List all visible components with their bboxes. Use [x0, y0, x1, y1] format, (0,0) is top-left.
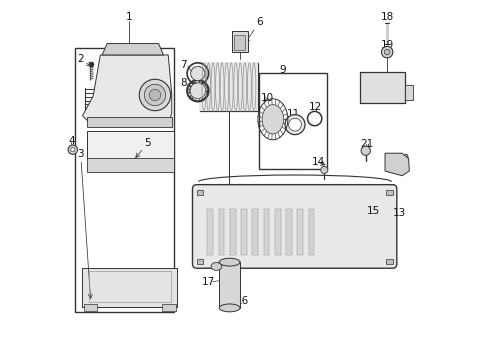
Bar	[234, 35, 245, 50]
Text: 7: 7	[180, 60, 187, 70]
Bar	[87, 117, 172, 127]
Ellipse shape	[220, 304, 240, 312]
Circle shape	[190, 83, 206, 99]
Bar	[309, 209, 314, 255]
Bar	[82, 267, 177, 307]
Text: 2: 2	[77, 54, 91, 66]
Polygon shape	[82, 55, 172, 126]
Bar	[89, 271, 172, 302]
Circle shape	[191, 66, 205, 81]
Text: 4: 4	[68, 136, 74, 146]
Bar	[87, 131, 173, 159]
Text: 9: 9	[279, 65, 286, 75]
Circle shape	[381, 46, 393, 58]
Bar	[87, 158, 173, 172]
Ellipse shape	[262, 105, 284, 134]
Text: 20: 20	[396, 154, 410, 163]
Bar	[405, 85, 413, 100]
Bar	[297, 209, 303, 255]
Text: 17: 17	[201, 277, 215, 287]
Text: 1: 1	[125, 13, 132, 22]
Bar	[360, 72, 405, 103]
Bar	[230, 209, 236, 255]
Bar	[386, 190, 392, 195]
Text: 15: 15	[367, 206, 380, 216]
Circle shape	[71, 148, 75, 152]
Bar	[197, 190, 203, 195]
Bar	[75, 48, 173, 312]
Text: 14: 14	[312, 157, 325, 167]
Circle shape	[139, 79, 171, 111]
Bar	[386, 258, 392, 264]
Bar	[275, 209, 281, 255]
Text: 3: 3	[77, 149, 92, 298]
Ellipse shape	[220, 258, 240, 266]
Text: 12: 12	[309, 102, 322, 112]
Circle shape	[361, 146, 370, 156]
Circle shape	[149, 89, 161, 101]
Bar	[197, 258, 203, 264]
Bar	[207, 209, 213, 255]
Bar	[252, 209, 258, 255]
Circle shape	[285, 114, 305, 135]
Bar	[220, 262, 240, 308]
Text: 13: 13	[392, 208, 406, 218]
Ellipse shape	[211, 262, 222, 270]
Circle shape	[289, 118, 301, 131]
Bar	[286, 209, 292, 255]
Text: 11: 11	[287, 109, 300, 132]
Text: 8: 8	[180, 78, 187, 88]
Text: 16: 16	[236, 296, 249, 306]
Text: 18: 18	[381, 12, 394, 22]
Polygon shape	[102, 44, 164, 55]
Bar	[241, 209, 247, 255]
Bar	[219, 209, 224, 255]
Bar	[264, 209, 270, 255]
Text: 5: 5	[136, 138, 151, 158]
Text: 6: 6	[245, 17, 263, 42]
Bar	[83, 304, 97, 311]
Circle shape	[68, 145, 77, 154]
Bar	[200, 63, 258, 111]
Text: 19: 19	[381, 40, 394, 50]
Text: 10: 10	[261, 93, 274, 103]
Polygon shape	[385, 153, 409, 176]
Circle shape	[321, 166, 328, 174]
Circle shape	[144, 84, 166, 106]
Bar	[162, 304, 176, 311]
Circle shape	[384, 49, 390, 55]
Bar	[259, 73, 327, 169]
Text: 21: 21	[360, 139, 373, 149]
FancyBboxPatch shape	[193, 185, 397, 268]
Bar	[232, 31, 247, 52]
